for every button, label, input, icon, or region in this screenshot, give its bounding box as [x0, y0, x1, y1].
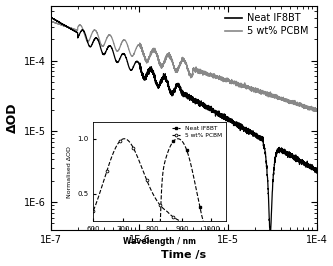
Y-axis label: ΔOD: ΔOD [6, 102, 19, 133]
X-axis label: Time /s: Time /s [161, 251, 206, 260]
Legend: Neat IF8BT, 5 wt% PCBM: Neat IF8BT, 5 wt% PCBM [222, 10, 312, 39]
